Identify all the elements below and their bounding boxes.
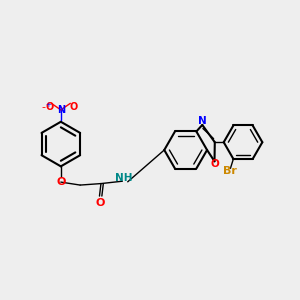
Text: O: O <box>45 103 54 112</box>
Text: O: O <box>70 103 78 112</box>
Text: NH: NH <box>115 172 133 183</box>
Text: O: O <box>95 198 105 208</box>
Text: Br: Br <box>224 167 237 176</box>
Text: O: O <box>211 159 220 169</box>
Text: O: O <box>56 177 65 187</box>
Text: +: + <box>45 101 51 107</box>
Text: N: N <box>57 105 65 115</box>
Text: N: N <box>198 116 207 126</box>
Text: -: - <box>41 103 45 112</box>
